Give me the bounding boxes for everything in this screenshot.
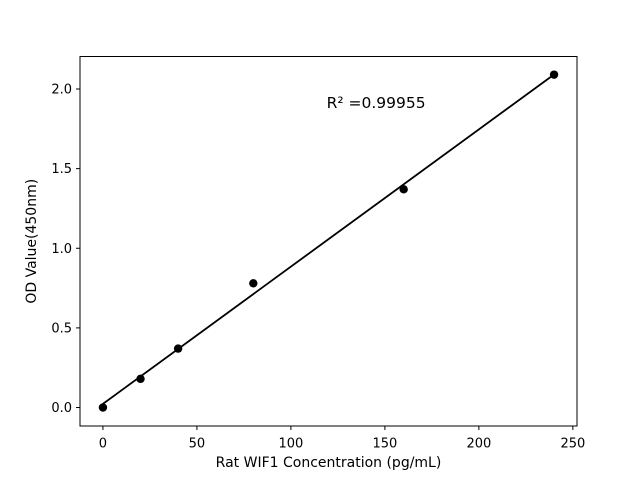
y-tick-label: 0.5	[51, 321, 72, 336]
r-squared-annotation: R² =0.99955	[327, 94, 426, 112]
data-point	[399, 185, 408, 194]
data-point	[136, 374, 145, 384]
data-series	[98, 70, 559, 412]
y-tick-label: 0.0	[51, 401, 72, 416]
x-tick-label: 50	[189, 437, 206, 452]
data-point	[249, 279, 258, 288]
plot-border	[79, 56, 578, 427]
data-point	[549, 70, 559, 79]
y-tick-label: 1.0	[51, 242, 72, 257]
y-tick-label: 2.0	[51, 82, 72, 97]
x-tick-label: 100	[278, 437, 303, 452]
x-tick-label: 0	[99, 437, 107, 452]
x-axis-label: Rat WIF1 Concentration (pg/mL)	[216, 455, 442, 471]
fit-line	[102, 73, 555, 405]
y-axis-label: OD Value(450nm)	[24, 179, 40, 304]
x-tick-label: 250	[560, 437, 585, 452]
data-point	[173, 344, 183, 353]
x-tick-label: 200	[466, 437, 491, 452]
x-axis-ticks: 0 50 100 150 200 250	[99, 426, 585, 452]
y-axis-ticks: 0.0 0.5 1.0 1.5 2.0	[51, 82, 80, 416]
data-point	[98, 403, 108, 412]
y-tick-label: 1.5	[51, 162, 72, 177]
x-tick-label: 150	[372, 437, 397, 452]
